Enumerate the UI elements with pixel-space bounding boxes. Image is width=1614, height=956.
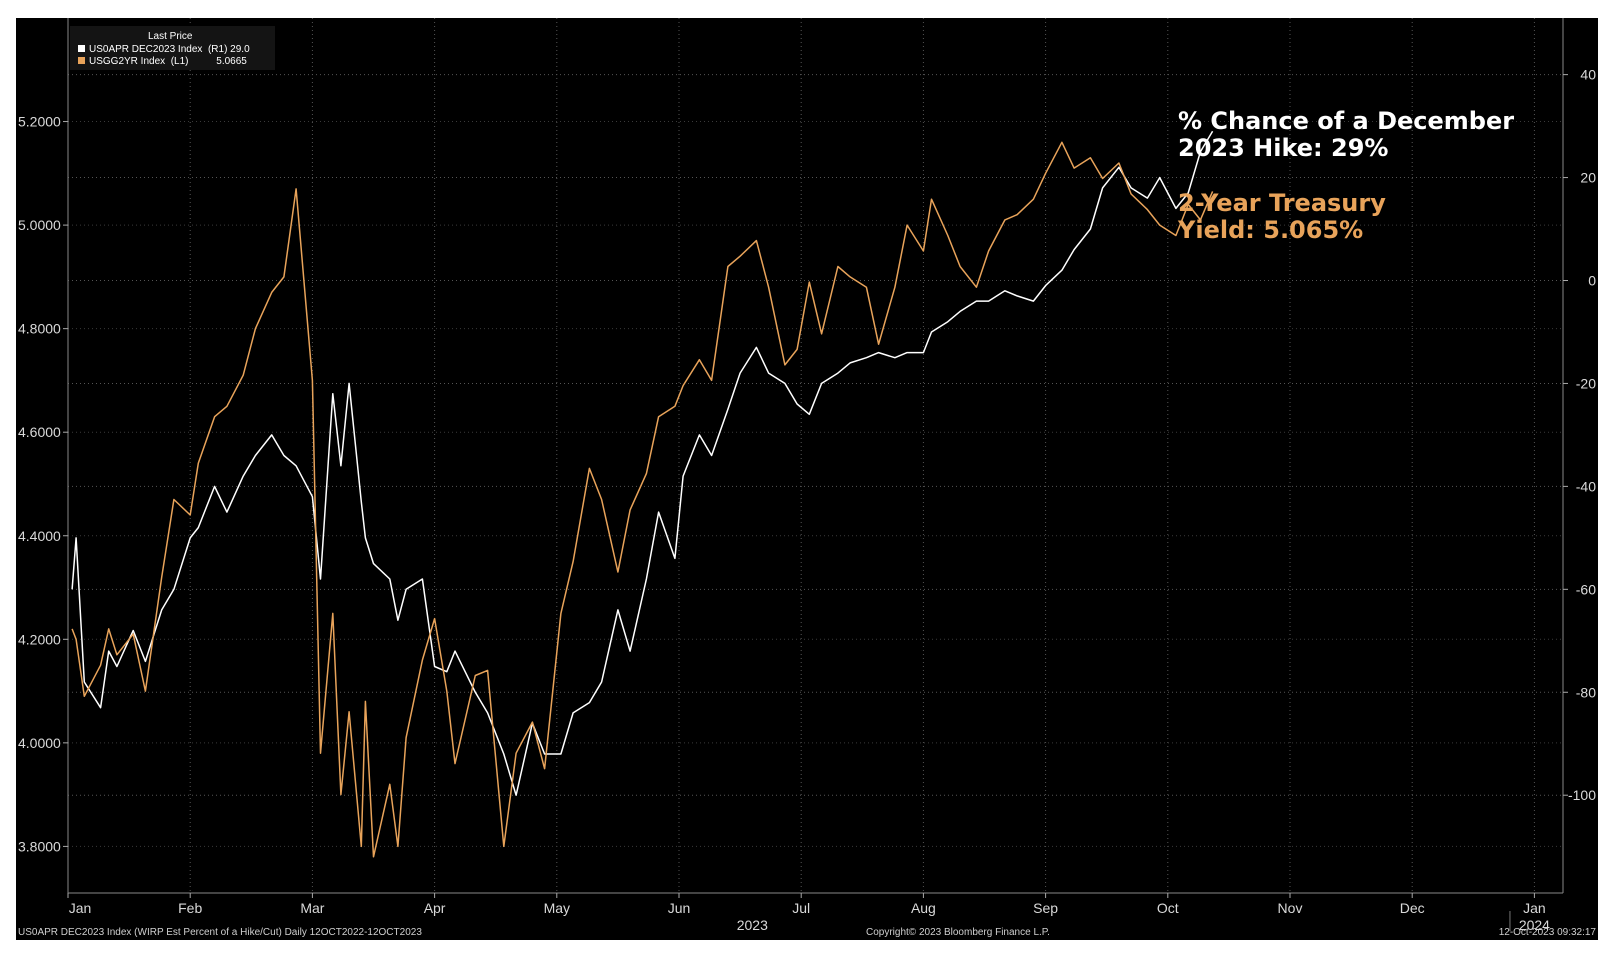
left-tick-label: 4.0000: [18, 735, 61, 751]
right-tick-label: -80: [1576, 684, 1596, 700]
x-tick-label: Sep: [1033, 900, 1058, 916]
x-tick-label: Mar: [300, 900, 324, 916]
left-tick-label: 5.2000: [18, 114, 61, 130]
legend-swatch-white: [78, 45, 85, 52]
year-label: 2023: [737, 917, 768, 933]
right-tick-label: 40: [1580, 67, 1596, 83]
right-tick-label: 0: [1588, 273, 1596, 289]
axes: 5.2000 5.0000 4.8000 4.6000 4.4000 4.2000 4.00…: [18, 18, 1596, 933]
right-tick-label: -100: [1568, 787, 1596, 803]
chart-frame: [16, 18, 1598, 940]
left-tick-label: 5.0000: [18, 217, 61, 233]
x-tick-label: Apr: [424, 900, 446, 916]
legend-header: Last Price: [148, 31, 193, 42]
x-tick-label: Oct: [1157, 900, 1179, 916]
annotation-orange-line2: Yield: 5.065%: [1177, 216, 1363, 244]
footer-center: Copyright© 2023 Bloomberg Finance L.P.: [866, 927, 1050, 938]
footer-left: US0APR DEC2023 Index (WIRP Est Percent o…: [18, 927, 422, 938]
x-tick-label: Feb: [178, 900, 202, 916]
series-layer: [71, 130, 1214, 858]
footer-right: 12-Oct-2023 09:32:17: [1499, 927, 1597, 938]
series-line-2yr-yield: [71, 141, 1214, 858]
legend-background: [70, 26, 275, 70]
series-line-hike-probability: [71, 130, 1214, 796]
year-label: 2024: [1519, 917, 1550, 933]
x-tick-label: Jun: [668, 900, 691, 916]
x-tick-label: Jul: [792, 900, 810, 916]
annotation-white-line2: 2023 Hike: 29%: [1178, 134, 1388, 162]
x-tick-label: Nov: [1278, 900, 1303, 916]
right-tick-label: 20: [1580, 170, 1596, 186]
legend-item-orange: USGG2YR Index (L1) 5.0665: [89, 56, 247, 67]
left-tick-label: 4.2000: [18, 631, 61, 647]
left-tick-label: 4.6000: [18, 424, 61, 440]
legend: Last Price US0APR DEC2023 Index (R1) 29.…: [70, 26, 275, 70]
x-tick-label: Dec: [1400, 900, 1425, 916]
legend-swatch-orange: [78, 57, 85, 64]
x-tick-label: May: [544, 900, 570, 916]
x-tick-label: Jan: [1523, 900, 1546, 916]
right-tick-label: -40: [1576, 478, 1596, 494]
annotation-white-line1: % Chance of a December: [1178, 107, 1514, 135]
left-tick-label: 4.4000: [18, 528, 61, 544]
x-tick-label: Jan: [69, 900, 92, 916]
annotation-orange-line1: 2-Year Treasury: [1178, 189, 1386, 217]
left-tick-label: 3.8000: [18, 838, 61, 854]
legend-item-white: US0APR DEC2023 Index (R1) 29.0: [89, 44, 250, 55]
right-tick-label: -20: [1576, 375, 1596, 391]
x-tick-label: Aug: [911, 900, 936, 916]
left-tick-label: 4.8000: [18, 321, 61, 337]
right-tick-label: -60: [1576, 581, 1596, 597]
